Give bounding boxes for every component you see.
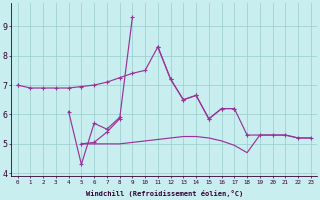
- X-axis label: Windchill (Refroidissement éolien,°C): Windchill (Refroidissement éolien,°C): [86, 190, 243, 197]
